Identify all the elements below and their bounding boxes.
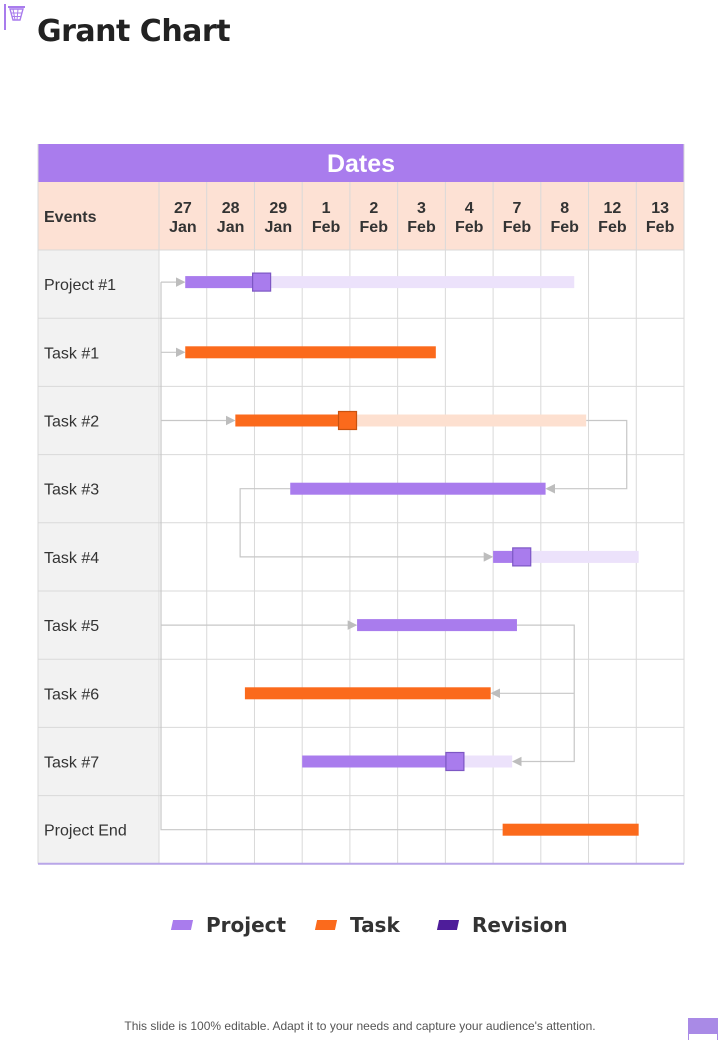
connector-task2-to-task3 — [545, 419, 628, 494]
legend-label-task: Task — [350, 913, 400, 937]
date-month-label: Feb — [598, 219, 627, 236]
date-day-label: 12 — [604, 200, 622, 217]
row-label: Project End — [44, 823, 127, 840]
chart-legend: Project Task Revision — [0, 910, 720, 940]
actual-bar — [290, 482, 546, 495]
row-label: Task #1 — [44, 345, 99, 362]
date-day-label: 4 — [465, 200, 474, 217]
row-label: Task #5 — [44, 618, 99, 635]
date-month-label: Feb — [312, 219, 341, 236]
actual-bar — [357, 619, 517, 632]
actual-bar — [185, 346, 436, 359]
legend-label-project: Project — [206, 913, 287, 937]
row-label: Task #2 — [44, 414, 99, 431]
date-day-label: 13 — [651, 200, 669, 217]
actual-bar — [235, 414, 348, 427]
date-month-label: Jan — [169, 219, 197, 236]
planned-bar — [185, 276, 575, 289]
legend-swatch-project — [170, 920, 194, 930]
legend-label-revision: Revision — [472, 913, 568, 937]
footer-note: This slide is 100% editable. Adapt it to… — [124, 1019, 596, 1033]
date-month-label: Feb — [455, 219, 484, 236]
date-subheader-bar — [38, 182, 684, 250]
date-month-label: Feb — [360, 219, 389, 236]
date-day-label: 7 — [513, 200, 522, 217]
corner-decoration — [688, 1018, 718, 1040]
progress-marker — [252, 272, 272, 292]
date-day-label: 3 — [417, 200, 426, 217]
row-label: Task #4 — [44, 550, 99, 567]
actual-bar — [502, 823, 639, 836]
date-day-label: 29 — [269, 200, 287, 217]
actual-bar — [185, 276, 262, 289]
date-month-label: Jan — [265, 219, 293, 236]
row-label: Task #7 — [44, 755, 99, 772]
legend-swatch-task — [314, 920, 338, 930]
legend-item-project: Project — [170, 910, 287, 940]
row-label: Task #3 — [44, 482, 99, 499]
events-column-bg — [38, 250, 159, 864]
date-month-label: Feb — [646, 219, 675, 236]
actual-bar — [244, 687, 491, 700]
date-month-label: Feb — [407, 219, 436, 236]
date-day-label: 27 — [174, 200, 192, 217]
connector-spine — [160, 282, 503, 831]
date-day-label: 8 — [560, 200, 569, 217]
legend-item-revision: Revision — [436, 910, 568, 940]
progress-marker — [337, 410, 358, 431]
row-label: Task #6 — [44, 686, 99, 703]
progress-marker — [445, 751, 465, 772]
date-month-label: Feb — [503, 219, 532, 236]
dates-header-bar — [38, 144, 684, 182]
date-month-label: Jan — [217, 219, 245, 236]
legend-swatch-revision — [436, 920, 460, 930]
basket-logo-icon — [4, 4, 25, 30]
progress-marker — [512, 547, 532, 567]
connector-task3-to-task4 — [239, 488, 494, 562]
page-title: Grant Chart — [37, 14, 231, 49]
date-day-label: 2 — [369, 200, 378, 217]
date-month-label: Feb — [550, 219, 579, 236]
date-day-label: 28 — [222, 200, 240, 217]
actual-bar — [302, 755, 455, 768]
row-label: Project #1 — [44, 277, 116, 294]
legend-item-task: Task — [314, 910, 400, 940]
date-day-label: 1 — [322, 200, 331, 217]
events-column-header: Events — [44, 209, 97, 226]
dates-header-title: Dates — [327, 150, 395, 178]
